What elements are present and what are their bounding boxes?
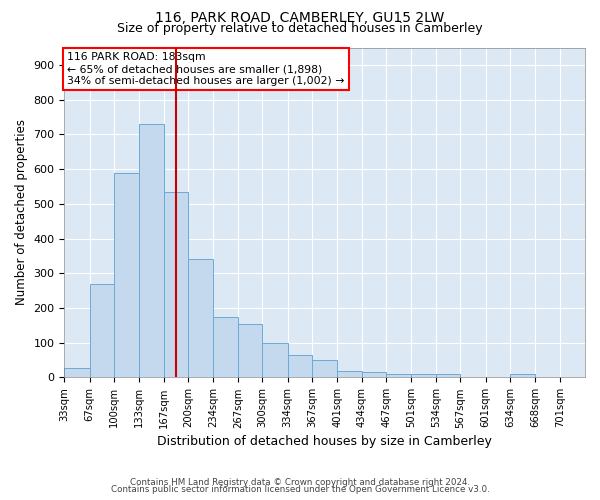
Bar	[412, 374, 436, 378]
Text: Contains public sector information licensed under the Open Government Licence v3: Contains public sector information licen…	[110, 485, 490, 494]
Bar	[337, 370, 362, 378]
Text: 116, PARK ROAD, CAMBERLEY, GU15 2LW: 116, PARK ROAD, CAMBERLEY, GU15 2LW	[155, 11, 445, 25]
Bar	[287, 355, 312, 378]
Bar	[89, 284, 114, 378]
Text: 116 PARK ROAD: 183sqm
← 65% of detached houses are smaller (1,898)
34% of semi-d: 116 PARK ROAD: 183sqm ← 65% of detached …	[67, 52, 344, 86]
Bar	[362, 372, 386, 378]
Bar	[164, 192, 188, 378]
Bar	[139, 124, 164, 378]
X-axis label: Distribution of detached houses by size in Camberley: Distribution of detached houses by size …	[157, 434, 492, 448]
Bar	[114, 172, 139, 378]
Bar	[312, 360, 337, 378]
Text: Contains HM Land Registry data © Crown copyright and database right 2024.: Contains HM Land Registry data © Crown c…	[130, 478, 470, 487]
Bar	[386, 374, 412, 378]
Text: Size of property relative to detached houses in Camberley: Size of property relative to detached ho…	[117, 22, 483, 35]
Bar	[188, 260, 214, 378]
Bar	[214, 316, 238, 378]
Bar	[238, 324, 262, 378]
Y-axis label: Number of detached properties: Number of detached properties	[15, 120, 28, 306]
Bar	[436, 374, 460, 378]
Bar	[262, 342, 287, 378]
Bar	[64, 368, 89, 378]
Bar	[510, 374, 535, 378]
